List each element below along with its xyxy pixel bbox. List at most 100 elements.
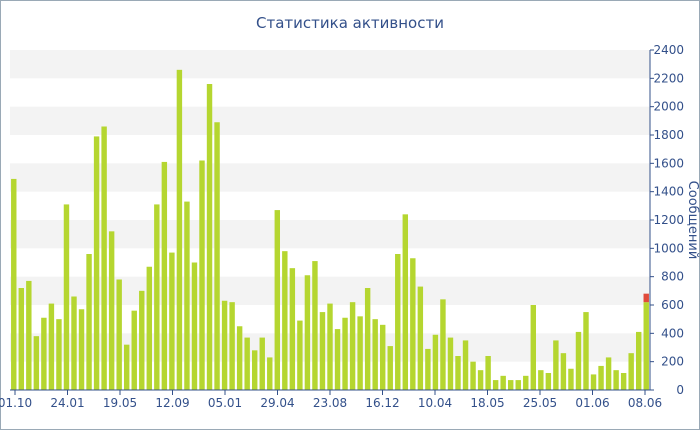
bar xyxy=(191,262,198,390)
bar xyxy=(101,126,107,390)
bar xyxy=(131,310,137,390)
y-tick-label: 1800 xyxy=(653,128,684,142)
bar xyxy=(462,340,469,390)
bar xyxy=(357,316,363,390)
bar xyxy=(259,337,265,390)
bar xyxy=(545,373,552,390)
y-tick-label: 600 xyxy=(661,298,684,312)
bar xyxy=(515,380,521,390)
y-tick-label: 400 xyxy=(661,326,684,340)
chart-title: Статистика активности xyxy=(256,14,444,32)
grid-band xyxy=(10,220,650,249)
bar xyxy=(154,204,160,390)
bar xyxy=(282,251,288,390)
bar xyxy=(447,337,454,390)
bar xyxy=(41,317,47,390)
bar xyxy=(455,356,461,390)
x-tick-label: 01.10 xyxy=(0,396,32,410)
x-tick-labels: 01.10 24.01 19.05 12.09 05.01 29.04 23.08 16.12… xyxy=(0,396,662,410)
bar xyxy=(440,299,446,390)
axes xyxy=(10,49,654,395)
bar xyxy=(477,370,484,390)
y-tick-label: 2000 xyxy=(653,100,684,114)
bar xyxy=(620,373,627,390)
bar xyxy=(643,302,649,390)
bar xyxy=(492,380,499,390)
x-tick-label: 01.06 xyxy=(575,396,609,410)
bar xyxy=(613,370,619,390)
bar xyxy=(575,331,582,390)
bar xyxy=(229,302,235,390)
x-tick-label: 05.01 xyxy=(208,396,242,410)
bar xyxy=(628,353,634,390)
grid-band xyxy=(10,163,650,192)
bar xyxy=(568,368,574,390)
x-tick-label: 24.01 xyxy=(50,396,84,410)
x-tick-label: 18.05 xyxy=(470,396,504,410)
bar xyxy=(342,317,348,390)
bar xyxy=(334,329,341,390)
bar xyxy=(146,266,153,390)
bar xyxy=(199,160,205,390)
bar xyxy=(63,204,70,390)
grid-bands xyxy=(10,50,650,362)
bars xyxy=(11,69,649,390)
bar xyxy=(93,136,100,390)
bar xyxy=(319,312,326,390)
y-tick-label: 1200 xyxy=(653,213,684,227)
bar xyxy=(48,303,55,390)
y-tick-label: 1400 xyxy=(653,185,684,199)
x-tick-label: 25.05 xyxy=(523,396,557,410)
bar xyxy=(364,288,371,390)
bar xyxy=(304,275,311,390)
bar xyxy=(86,254,92,390)
bar xyxy=(274,210,281,390)
bar xyxy=(507,380,514,390)
y-tick-label: 800 xyxy=(661,270,684,284)
bar xyxy=(560,353,567,390)
bar xyxy=(236,326,243,390)
x-tick-label: 16.12 xyxy=(365,396,399,410)
bar xyxy=(410,258,416,390)
bar xyxy=(349,302,356,390)
bar xyxy=(108,231,115,390)
bar xyxy=(78,309,85,390)
bar xyxy=(161,161,168,390)
bar xyxy=(417,286,424,390)
x-tick-label: 08.06 xyxy=(628,396,662,410)
bar xyxy=(387,346,393,390)
bar-highlight xyxy=(643,293,649,303)
bar xyxy=(583,312,589,390)
bar xyxy=(432,334,439,390)
bar xyxy=(289,268,296,390)
bar xyxy=(530,305,537,390)
bar xyxy=(590,374,597,390)
y-tick-label: 1600 xyxy=(653,156,684,170)
bar xyxy=(71,296,77,390)
bar xyxy=(56,319,62,390)
bar xyxy=(267,357,273,390)
x-tick-label: 29.04 xyxy=(260,396,294,410)
bar xyxy=(139,290,145,390)
y-tick-label: 1000 xyxy=(653,241,684,255)
bar xyxy=(123,344,130,390)
y-axis-title: Сообщений xyxy=(685,181,700,260)
bar xyxy=(26,280,32,390)
bar xyxy=(485,356,491,390)
bar xyxy=(297,320,303,390)
bar xyxy=(395,254,401,390)
x-tick-label: 23.08 xyxy=(313,396,347,410)
bar xyxy=(11,178,17,390)
x-tick-label: 19.05 xyxy=(103,396,137,410)
y-tick-labels: 0 200 400 600 800 1000 1200 1400 1600 1800 2000 220… xyxy=(653,43,684,397)
y-tick-label: 2400 xyxy=(653,43,684,57)
bar xyxy=(425,348,431,390)
bar xyxy=(402,214,409,390)
bar xyxy=(372,319,378,390)
bar xyxy=(470,361,476,390)
y-tick-label: 2200 xyxy=(653,71,684,85)
bar xyxy=(206,84,213,390)
bar xyxy=(500,375,506,390)
bar xyxy=(244,337,250,390)
bar xyxy=(605,357,612,390)
